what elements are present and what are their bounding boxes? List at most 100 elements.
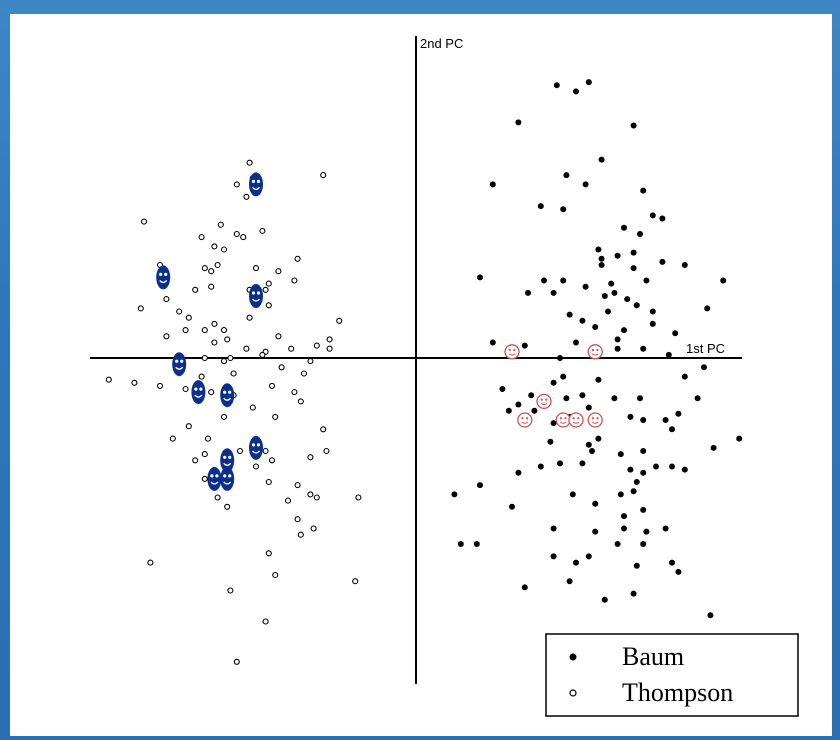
point-baum-101 xyxy=(477,482,483,489)
point-baum-66 xyxy=(637,395,643,402)
point-baum-41 xyxy=(649,320,656,327)
point-baum-25 xyxy=(560,277,567,284)
smiley-blue-icon-2 xyxy=(249,284,263,308)
point-baum-115 xyxy=(585,553,592,560)
point-baum-40 xyxy=(579,317,586,324)
point-thompson-56 xyxy=(220,413,228,420)
point-thompson-3 xyxy=(233,181,240,188)
smiley-red-icon-3 xyxy=(517,412,533,428)
point-baum-5 xyxy=(598,156,605,163)
point-thompson-55 xyxy=(249,404,256,411)
point-thompson-29 xyxy=(275,333,282,340)
smiley-blue-icon-0 xyxy=(249,172,263,197)
point-baum-35 xyxy=(633,302,640,309)
point-baum-92 xyxy=(669,463,675,470)
point-baum-124 xyxy=(573,559,579,566)
point-baum-65 xyxy=(585,404,592,411)
point-baum-30 xyxy=(477,274,483,281)
point-baum-107 xyxy=(550,525,557,532)
point-baum-19 xyxy=(614,252,621,259)
point-thompson-58 xyxy=(272,413,279,420)
legend-marker-baum xyxy=(569,653,577,661)
point-thompson-20 xyxy=(262,286,269,293)
point-thompson-97 xyxy=(291,277,298,284)
point-baum-63 xyxy=(528,392,535,399)
point-baum-93 xyxy=(681,466,688,473)
point-thompson-44 xyxy=(268,382,276,389)
point-thompson-82 xyxy=(147,559,154,566)
point-baum-102 xyxy=(592,500,599,507)
point-thompson-88 xyxy=(233,658,240,665)
point-thompson-51 xyxy=(208,389,215,396)
point-thompson-35 xyxy=(259,351,266,358)
point-baum-61 xyxy=(611,395,618,402)
smiley-blue-icon-6 xyxy=(249,435,263,460)
point-baum-109 xyxy=(662,525,669,532)
point-baum-99 xyxy=(617,491,624,498)
point-thompson-95 xyxy=(224,336,231,343)
point-baum-8 xyxy=(582,181,589,188)
point-baum-45 xyxy=(614,336,621,343)
point-thompson-86 xyxy=(352,578,359,585)
smiley-blue-icon-7 xyxy=(220,448,235,473)
point-baum-108 xyxy=(592,528,599,535)
point-baum-14 xyxy=(621,224,627,231)
point-thompson-61 xyxy=(307,454,314,461)
point-thompson-79 xyxy=(294,516,301,523)
data-marks xyxy=(105,79,743,665)
point-thompson-68 xyxy=(323,447,330,455)
point-thompson-74 xyxy=(355,494,362,501)
point-thompson-76 xyxy=(284,497,292,504)
point-thompson-39 xyxy=(220,358,228,365)
point-baum-44 xyxy=(621,327,627,334)
point-baum-22 xyxy=(630,265,637,272)
point-baum-10 xyxy=(537,203,544,210)
point-thompson-6 xyxy=(233,230,240,238)
point-baum-54 xyxy=(665,351,672,358)
point-baum-17 xyxy=(630,249,637,256)
point-thompson-50 xyxy=(182,385,189,393)
point-baum-1 xyxy=(573,88,579,95)
point-thompson-25 xyxy=(201,327,208,334)
point-baum-104 xyxy=(640,506,647,513)
point-thompson-72 xyxy=(265,478,272,486)
point-thompson-83 xyxy=(265,550,272,557)
smiley-red-icon-5 xyxy=(568,412,584,428)
point-thompson-8 xyxy=(220,246,228,253)
point-thompson-15 xyxy=(275,268,282,275)
smiley-blue-icon-1 xyxy=(156,265,171,290)
point-baum-31 xyxy=(525,289,531,296)
point-thompson-93 xyxy=(265,280,272,287)
point-baum-120 xyxy=(630,590,637,597)
point-thompson-92 xyxy=(265,302,272,309)
point-baum-80 xyxy=(585,441,592,448)
point-baum-81 xyxy=(595,435,602,442)
point-baum-51 xyxy=(640,345,647,352)
point-thompson-21 xyxy=(176,308,183,315)
point-baum-118 xyxy=(473,541,480,547)
point-baum-116 xyxy=(669,559,675,566)
point-baum-89 xyxy=(627,466,634,473)
point-baum-42 xyxy=(704,305,711,312)
point-baum-37 xyxy=(566,311,573,318)
point-baum-82 xyxy=(669,426,675,433)
point-baum-56 xyxy=(595,376,602,383)
point-baum-94 xyxy=(557,460,563,467)
point-thompson-59 xyxy=(320,426,327,433)
point-thompson-46 xyxy=(230,370,237,377)
point-baum-7 xyxy=(489,181,496,188)
point-baum-27 xyxy=(611,289,618,296)
point-thompson-11 xyxy=(201,265,208,272)
point-thompson-57 xyxy=(185,423,192,430)
point-baum-6 xyxy=(563,172,570,179)
smiley-red-icon-0 xyxy=(504,344,520,360)
point-baum-24 xyxy=(541,277,547,284)
point-baum-91 xyxy=(653,463,659,470)
point-thompson-65 xyxy=(201,451,208,458)
point-thompson-62 xyxy=(169,435,176,442)
smiley-blue-icon-3 xyxy=(172,352,187,377)
point-thompson-64 xyxy=(262,447,269,455)
pca-scatter-plot: 2nd PC 1st PC Baum Thompson xyxy=(90,36,799,717)
point-thompson-78 xyxy=(224,503,231,510)
point-thompson-98 xyxy=(163,296,170,303)
